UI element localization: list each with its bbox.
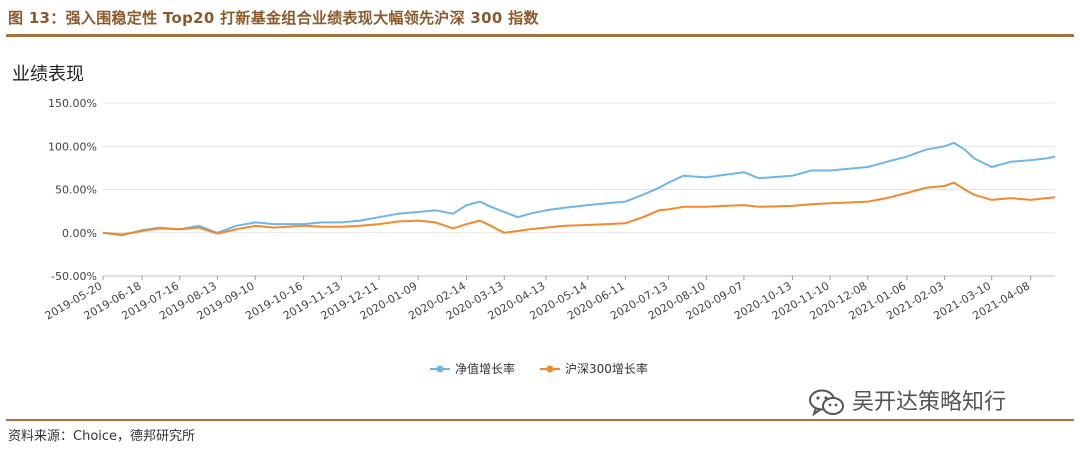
y-tick-label: 100.00% xyxy=(48,140,97,153)
figure-title: 图 13：强入围稳定性 Top20 打新基金组合业绩表现大幅领先沪深 300 指… xyxy=(8,9,539,27)
y-tick-label: 150.00% xyxy=(48,97,97,110)
legend-swatch-marker xyxy=(546,365,554,373)
x-axis-ticks: 2019-05-202019-06-182019-07-162019-08-13… xyxy=(43,276,1032,323)
series-line-2 xyxy=(102,181,1056,236)
y-tick-label: 0.00% xyxy=(62,227,97,240)
gridlines xyxy=(103,102,1055,277)
legend-label: 净值增长率 xyxy=(455,361,515,376)
y-tick-label: 50.00% xyxy=(55,184,97,197)
series-lines xyxy=(102,141,1056,237)
legend: 净值增长率 沪深300增长率 xyxy=(430,361,648,376)
bottom-rule xyxy=(6,419,1074,421)
chart-heading: 业绩表现 xyxy=(12,64,84,85)
y-tick-label: -50.00% xyxy=(51,270,97,283)
series-line-1 xyxy=(102,141,1056,237)
wechat-icon xyxy=(809,389,844,417)
source-note: 资料来源：Choice，德邦研究所 xyxy=(8,429,196,444)
legend-swatch-marker xyxy=(436,365,444,373)
y-axis-ticks: 150.00% 100.00% 50.00% 0.00% -50.00% xyxy=(48,97,97,283)
watermark-text: 吴开达策略知行 xyxy=(852,390,1007,415)
top-rule xyxy=(6,34,1074,37)
watermark: 吴开达策略知行 xyxy=(808,386,1006,420)
legend-label: 沪深300增长率 xyxy=(565,361,648,376)
